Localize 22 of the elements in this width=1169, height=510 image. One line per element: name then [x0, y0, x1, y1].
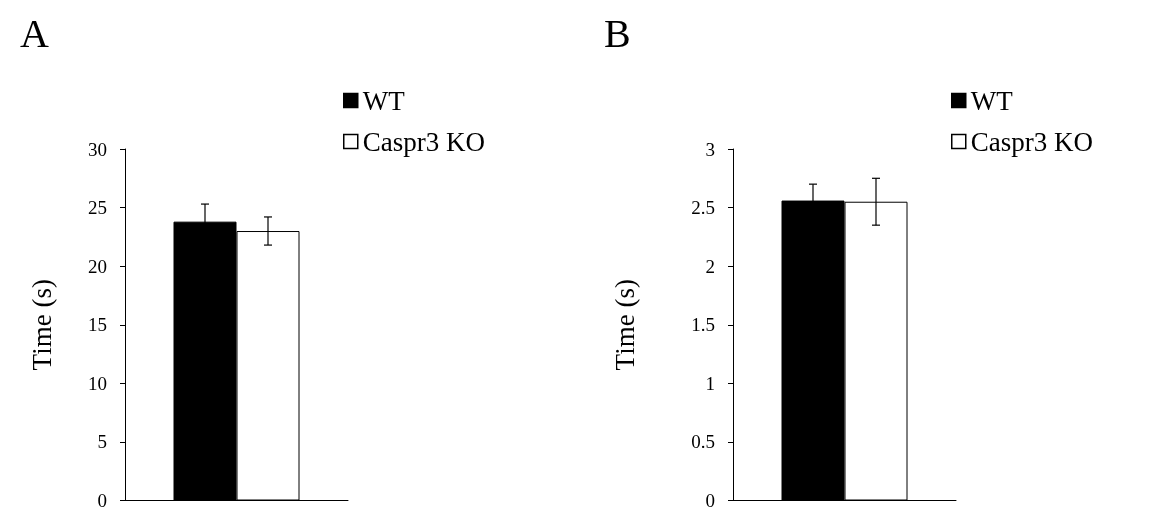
- y-axis-title: Time (s): [26, 279, 57, 371]
- y-axis-title: Time (s): [609, 279, 640, 371]
- y-tick-label: 1: [705, 372, 715, 394]
- y-tick-label: 0: [97, 490, 107, 510]
- y-tick-label: 2.5: [691, 197, 715, 219]
- y-tick-label: 10: [88, 372, 107, 394]
- y-tick-label: 2: [705, 255, 715, 277]
- y-tick-label: 0.5: [691, 431, 715, 453]
- chart-title: A: [20, 10, 49, 56]
- y-tick-label: 15: [88, 314, 107, 336]
- legend-label: WT: [362, 85, 406, 116]
- legend-label: Caspr3 KO: [970, 126, 1093, 157]
- y-tick-label: 1.5: [691, 314, 715, 336]
- y-tick-label: 30: [88, 138, 107, 160]
- y-tick-label: 0: [705, 490, 715, 510]
- legend-label: Caspr3 KO: [362, 126, 485, 157]
- y-tick-label: 25: [88, 197, 107, 219]
- legend-label: WT: [970, 85, 1014, 116]
- y-tick-label: 3: [705, 138, 715, 160]
- y-tick-label: 5: [97, 431, 107, 453]
- chart-title: B: [604, 10, 631, 56]
- y-tick-label: 20: [88, 255, 107, 277]
